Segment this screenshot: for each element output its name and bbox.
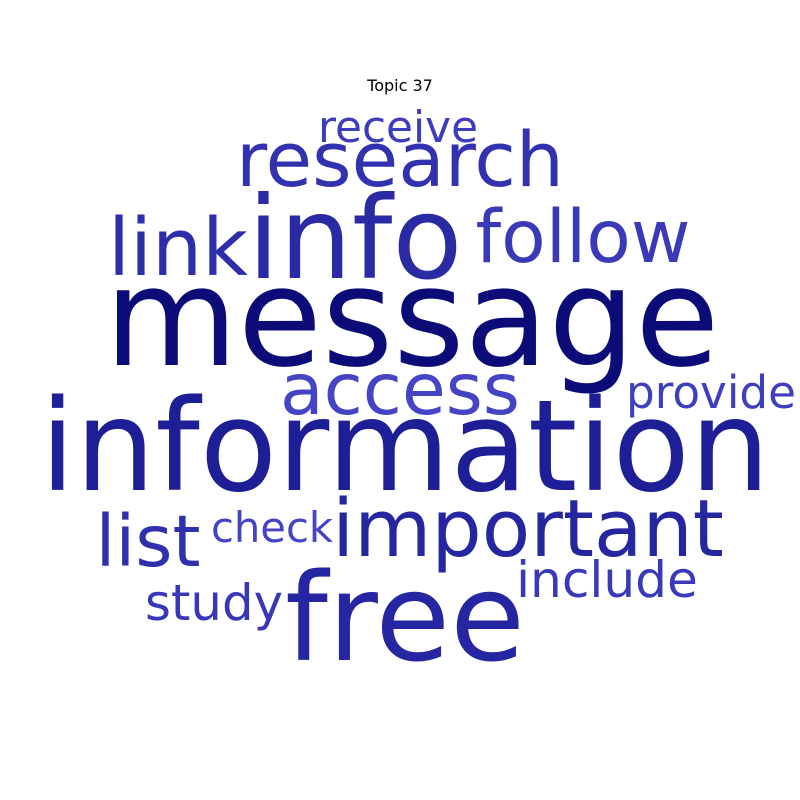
word-follow: follow [476,195,691,280]
word-info: info [248,173,463,306]
word-list: list [95,500,200,583]
word-information: information [40,373,770,520]
word-provide: provide [626,366,796,419]
word-access: access [280,348,520,431]
word-free: free [285,547,525,689]
word-link: link [108,201,248,294]
word-message: message [105,239,720,398]
word-include: include [516,550,698,609]
word-receive: receive [318,102,478,153]
word-important: important [332,482,724,575]
chart-title: Topic 37 [367,76,433,95]
word-research: research [236,116,564,204]
word-check: check [211,503,334,552]
word-study: study [145,574,283,632]
